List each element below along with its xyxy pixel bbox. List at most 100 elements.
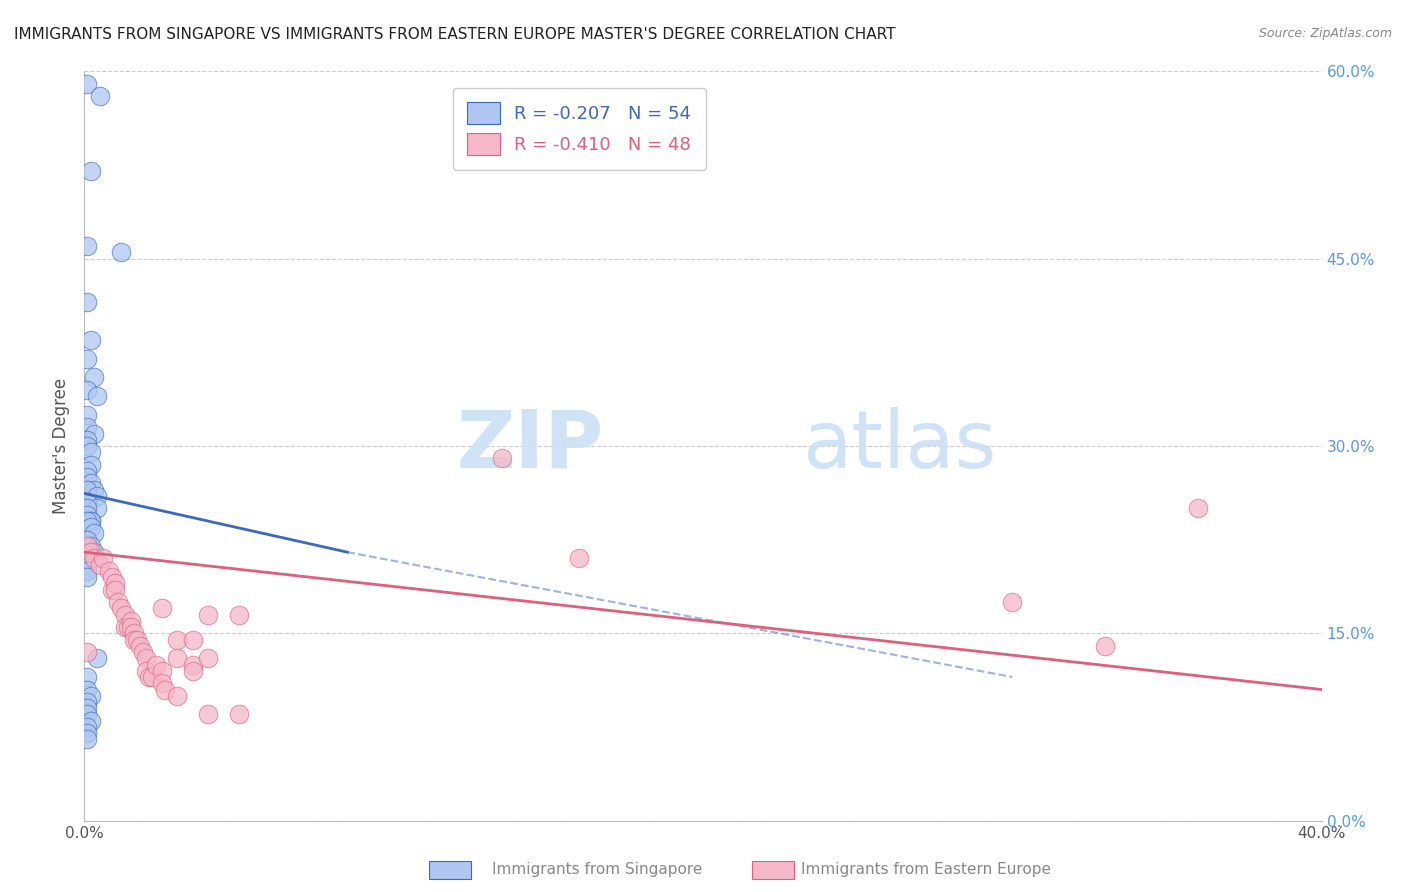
Point bbox=[79, 714, 101, 728]
Point bbox=[76, 645, 98, 659]
Point bbox=[76, 433, 98, 447]
Point bbox=[86, 651, 108, 665]
Point bbox=[120, 620, 142, 634]
Point bbox=[86, 389, 108, 403]
Point bbox=[83, 370, 105, 384]
Point bbox=[76, 408, 98, 422]
Point bbox=[76, 77, 98, 91]
Point bbox=[107, 595, 129, 609]
Point bbox=[110, 245, 132, 260]
Point bbox=[117, 620, 139, 634]
Point bbox=[76, 495, 98, 509]
Point bbox=[76, 439, 98, 453]
Point bbox=[86, 501, 108, 516]
Point bbox=[83, 426, 105, 441]
Text: Immigrants from Eastern Europe: Immigrants from Eastern Europe bbox=[801, 863, 1052, 877]
Point bbox=[98, 564, 121, 578]
Point bbox=[181, 664, 204, 678]
Point bbox=[228, 707, 250, 722]
Point bbox=[76, 570, 98, 584]
Point bbox=[79, 514, 101, 528]
Point bbox=[101, 582, 124, 597]
Text: ZIP: ZIP bbox=[457, 407, 605, 485]
Point bbox=[141, 670, 163, 684]
Point bbox=[76, 420, 98, 434]
Point bbox=[76, 564, 98, 578]
Point bbox=[76, 545, 98, 559]
Point bbox=[76, 701, 98, 715]
Point bbox=[79, 164, 101, 178]
Point bbox=[76, 501, 98, 516]
Point bbox=[76, 539, 98, 553]
Point bbox=[76, 295, 98, 310]
Point bbox=[76, 495, 98, 509]
Point bbox=[132, 645, 155, 659]
Point bbox=[568, 551, 591, 566]
Point bbox=[166, 689, 188, 703]
Point bbox=[86, 489, 108, 503]
Point bbox=[135, 651, 157, 665]
Point bbox=[83, 483, 105, 497]
Point bbox=[76, 470, 98, 484]
Point bbox=[114, 620, 136, 634]
Point bbox=[79, 551, 101, 566]
Point bbox=[1187, 501, 1209, 516]
Point bbox=[166, 632, 188, 647]
Point bbox=[76, 720, 98, 734]
Point bbox=[76, 514, 98, 528]
Point bbox=[104, 576, 127, 591]
Point bbox=[125, 632, 148, 647]
Point bbox=[197, 607, 219, 622]
Point bbox=[76, 351, 98, 366]
Point bbox=[76, 551, 98, 566]
Point bbox=[76, 383, 98, 397]
Point bbox=[138, 670, 160, 684]
Point bbox=[76, 508, 98, 522]
Point bbox=[197, 707, 219, 722]
Point bbox=[89, 558, 111, 572]
Point bbox=[1094, 639, 1116, 653]
Point bbox=[150, 676, 173, 690]
Point bbox=[79, 476, 101, 491]
Point bbox=[114, 607, 136, 622]
Legend: R = -0.207   N = 54, R = -0.410   N = 48: R = -0.207 N = 54, R = -0.410 N = 48 bbox=[453, 88, 706, 169]
Point bbox=[150, 664, 173, 678]
Point bbox=[76, 670, 98, 684]
Text: atlas: atlas bbox=[801, 407, 997, 485]
Point bbox=[79, 514, 101, 528]
Point bbox=[76, 726, 98, 740]
Point bbox=[101, 570, 124, 584]
Point bbox=[76, 483, 98, 497]
Text: IMMIGRANTS FROM SINGAPORE VS IMMIGRANTS FROM EASTERN EUROPE MASTER'S DEGREE CORR: IMMIGRANTS FROM SINGAPORE VS IMMIGRANTS … bbox=[14, 27, 896, 42]
Point bbox=[83, 526, 105, 541]
Text: Immigrants from Singapore: Immigrants from Singapore bbox=[492, 863, 703, 877]
Point bbox=[181, 632, 204, 647]
Point bbox=[79, 520, 101, 534]
Point bbox=[79, 689, 101, 703]
Point bbox=[104, 582, 127, 597]
Point bbox=[197, 651, 219, 665]
Text: Source: ZipAtlas.com: Source: ZipAtlas.com bbox=[1258, 27, 1392, 40]
Point bbox=[110, 601, 132, 615]
Point bbox=[181, 657, 204, 672]
Point bbox=[1001, 595, 1024, 609]
Point bbox=[135, 664, 157, 678]
Point bbox=[76, 732, 98, 747]
Point bbox=[145, 657, 167, 672]
Y-axis label: Master's Degree: Master's Degree bbox=[52, 378, 70, 514]
Point bbox=[79, 445, 101, 459]
Point bbox=[76, 464, 98, 478]
Point bbox=[76, 558, 98, 572]
Point bbox=[150, 601, 173, 615]
Point bbox=[76, 695, 98, 709]
Point bbox=[83, 551, 105, 566]
Point bbox=[122, 626, 145, 640]
Point bbox=[491, 451, 513, 466]
Point bbox=[79, 333, 101, 347]
Point bbox=[76, 533, 98, 547]
Point bbox=[153, 682, 176, 697]
Point bbox=[89, 89, 111, 103]
Point bbox=[166, 651, 188, 665]
Point bbox=[79, 539, 101, 553]
Point bbox=[91, 551, 114, 566]
